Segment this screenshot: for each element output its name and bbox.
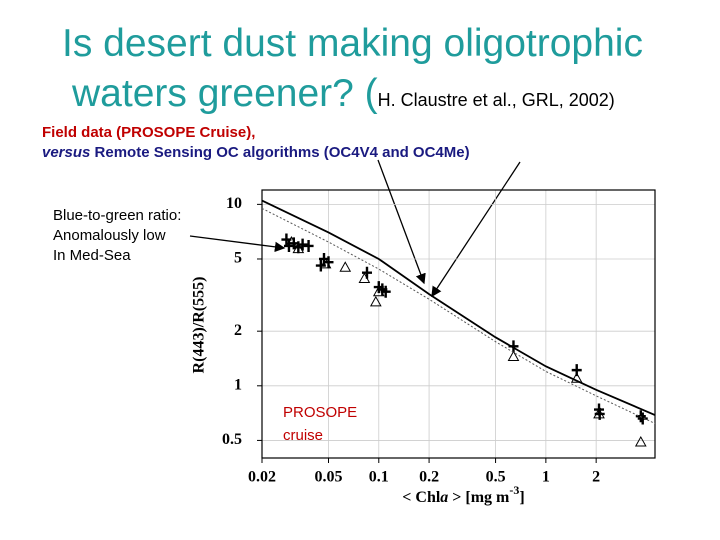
point: [380, 285, 391, 298]
x-axis-label: -3: [509, 483, 519, 497]
curve: [261, 199, 656, 416]
annotation: In Med-Sea: [53, 247, 131, 264]
point: [635, 410, 646, 423]
point: [361, 266, 372, 279]
x-axis-label: < Chl: [402, 489, 441, 506]
x-axis-label: < Chla > [mg m-3]: [402, 483, 524, 506]
point: [593, 407, 605, 419]
point: [372, 285, 385, 297]
point: [292, 242, 305, 254]
arrow: [431, 161, 521, 298]
x-tick-label: 0.2: [419, 469, 439, 486]
subtitle: versus: [42, 144, 91, 161]
arrow: [377, 159, 426, 285]
x-tick-label: 0.02: [248, 469, 276, 486]
y-axis-label: R(443)/R(555): [191, 277, 208, 374]
subtitle: Field data (PROSOPE Cruise),: [42, 124, 256, 141]
curve: [261, 207, 656, 424]
point: [303, 239, 314, 252]
citation: H. Claustre et al., GRL, 2002): [377, 90, 615, 110]
x-tick-label: 0.05: [314, 469, 342, 486]
arrow: [189, 235, 286, 253]
plot-frame: [261, 189, 656, 459]
y-tick-label: 10: [226, 195, 242, 212]
point: [285, 236, 298, 247]
point: [339, 261, 352, 272]
y-tick-label: 0.5: [222, 431, 242, 448]
point: [637, 412, 648, 425]
point: [358, 272, 371, 284]
x-tick-label: 0.1: [369, 469, 389, 486]
title: Is desert dust making oligotrophic: [62, 22, 643, 65]
annotation: PROSOPE: [283, 404, 357, 421]
subtitle: Remote Sensing OC algorithms (OC4V4 and …: [90, 144, 470, 161]
point: [323, 256, 334, 269]
x-axis-label: a: [440, 489, 448, 506]
title: waters greener? (: [72, 72, 378, 115]
y-tick-label: 1: [234, 376, 242, 393]
x-axis-label: > [mg m: [448, 489, 510, 506]
x-tick-label: 2: [592, 469, 600, 486]
point: [571, 364, 582, 377]
x-tick-label: 1: [542, 469, 550, 486]
annotation: Anomalously low: [53, 227, 166, 244]
annotation: Blue-to-green ratio:: [53, 207, 181, 224]
title: waters greener? (H. Claustre et al., GRL…: [72, 72, 615, 116]
y-tick-label: 5: [234, 250, 242, 267]
x-axis-label: ]: [519, 489, 524, 506]
point: [507, 350, 520, 362]
x-tick-label: 0.5: [486, 469, 506, 486]
point: [369, 295, 382, 307]
annotation: cruise: [283, 427, 323, 444]
point: [570, 372, 583, 383]
point: [634, 435, 647, 447]
subtitle: versus Remote Sensing OC algorithms (OC4…: [42, 144, 470, 161]
point: [319, 257, 332, 269]
point: [315, 259, 326, 272]
y-tick-label: 2: [234, 322, 242, 339]
